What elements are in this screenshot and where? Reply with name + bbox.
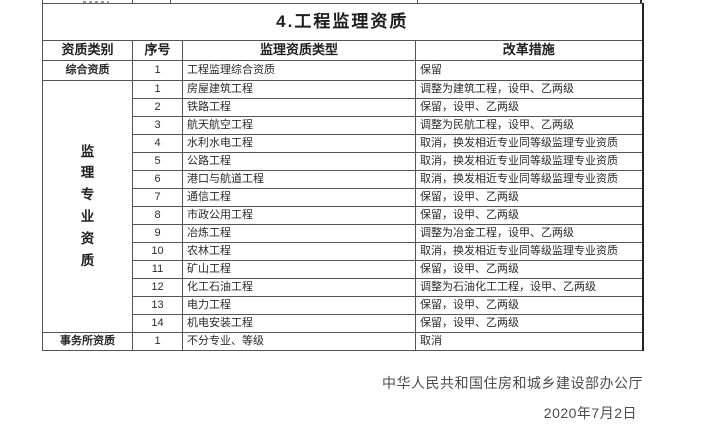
seq-cell: 1 (132, 80, 183, 99)
seq-cell: 11 (132, 260, 183, 279)
type-cell: 房屋建筑工程 (182, 80, 416, 99)
seq-cell: 5 (132, 152, 183, 171)
col-header-seq: 序号 (132, 40, 183, 61)
measure-cell: 保留，设甲、乙两级 (415, 296, 643, 315)
table-row: 4.工程监理资质 (42, 3, 643, 41)
remnant-border-left (42, 0, 43, 4)
table-row: 11 矿山工程 保留，设甲、乙两级 (43, 260, 643, 279)
category-char: 监 (80, 143, 95, 159)
category-firm: 事务所资质 (42, 332, 133, 351)
seq-cell: 7 (132, 188, 183, 207)
table-row: 9 冶炼工程 调整为冶金工程，设甲、乙两级 (43, 224, 643, 243)
type-cell: 航天航空工程 (182, 116, 416, 135)
measure-cell: 保留，设甲、乙两级 (415, 188, 643, 207)
measure-cell: 调整为建筑工程，设甲、乙两级 (415, 80, 643, 99)
type-cell: 港口与航道工程 (182, 170, 416, 189)
table-row: 14 机电安装工程 保留，设甲、乙两级 (43, 314, 643, 333)
issue-date: 2020年7月2日 (543, 405, 637, 421)
table-header-row: 资质类别 序号 监理资质类型 改革措施 (42, 40, 643, 61)
category-char: 业 (80, 208, 95, 224)
type-cell: 农林工程 (182, 242, 416, 261)
category-char: 专 (80, 187, 95, 203)
type-cell: 机电安装工程 (182, 314, 416, 333)
vertical-category-label: 监 理 专 业 资 质 (47, 143, 128, 269)
seq-cell: 12 (132, 278, 183, 297)
category-char: 理 (80, 165, 95, 181)
remnant-border-col2 (170, 0, 171, 4)
seq-cell: 2 (132, 98, 183, 117)
table-row: 3 航天航空工程 调整为民航工程，设甲、乙两级 (43, 116, 643, 135)
table-row: 监 理 专 业 资 质 1 房屋建筑工程 调整为建筑工程，设甲、乙两级 (42, 80, 643, 333)
seq-cell: 9 (132, 224, 183, 243)
table-row: 5 公路工程 取消，换发相近专业同等级监理专业资质 (43, 152, 643, 171)
type-cell: 冶炼工程 (182, 224, 416, 243)
table-row: 7 通信工程 保留，设甲、乙两级 (43, 188, 643, 207)
type-cell: 电力工程 (182, 296, 416, 315)
measure-cell: 保留，设甲、乙两级 (415, 260, 643, 279)
seq-cell: 8 (132, 206, 183, 225)
seq-cell: 13 (132, 296, 183, 315)
measure-cell: 保留 (415, 60, 643, 81)
type-cell: 化工石油工程 (182, 278, 416, 297)
table-row: 6 港口与航道工程 取消，换发相近专业同等级监理专业资质 (43, 170, 643, 189)
measure-cell: 调整为民航工程，设甲、乙两级 (415, 116, 643, 135)
category-char: 资 (80, 230, 95, 246)
table-row: 8 市政公用工程 保留，设甲、乙两级 (43, 206, 643, 225)
seq-cell: 14 (132, 314, 183, 333)
seq-cell: 1 (132, 60, 183, 81)
table-row: 2 铁路工程 保留，设甲、乙两级 (43, 98, 643, 117)
issuer-signature: 中华人民共和国住房和城乡建设部办公厅 (382, 375, 643, 391)
type-cell: 通信工程 (182, 188, 416, 207)
col-header-type: 监理资质类型 (182, 40, 416, 61)
measure-cell: 取消，换发相近专业同等级监理专业资质 (415, 170, 643, 189)
table-row: 10 农林工程 取消，换发相近专业同等级监理专业资质 (43, 242, 643, 261)
measure-cell: 取消 (415, 332, 643, 351)
col-header-category: 资质类别 (42, 40, 133, 61)
type-cell: 工程监理综合资质 (182, 60, 416, 81)
seq-cell: 1 (132, 332, 183, 351)
type-cell: 水利水电工程 (182, 134, 416, 153)
type-cell: 公路工程 (182, 152, 416, 171)
table-row: 事务所资质 1 不分专业、等级 取消 (42, 332, 643, 351)
category-char: 质 (80, 252, 95, 268)
measure-cell: 取消，换发相近专业同等级监理专业资质 (415, 242, 643, 261)
measure-cell: 调整为石油化工工程，设甲、乙两级 (415, 278, 643, 297)
measure-cell: 取消，换发相近专业同等级监理专业资质 (415, 152, 643, 171)
type-cell: 铁路工程 (182, 98, 416, 117)
table-row: 12 化工石油工程 调整为石油化工工程，设甲、乙两级 (43, 278, 643, 297)
seq-cell: 4 (132, 134, 183, 153)
type-cell: 矿山工程 (182, 260, 416, 279)
remnant-border-col3 (417, 0, 418, 4)
type-cell: 不分专业、等级 (182, 332, 416, 351)
measure-cell: 保留，设甲、乙两级 (415, 206, 643, 225)
seq-cell: 6 (132, 170, 183, 189)
measure-cell: 调整为冶金工程，设甲、乙两级 (415, 224, 643, 243)
measure-cell: 取消，换发相近专业同等级监理专业资质 (415, 134, 643, 153)
category-comprehensive: 综合资质 (42, 60, 133, 81)
remnant-border-right (640, 0, 642, 4)
remnant-text-fragment (83, 1, 109, 3)
table-row: 13 电力工程 保留，设甲、乙两级 (43, 296, 643, 315)
seq-cell: 3 (132, 116, 183, 135)
seq-cell: 10 (132, 242, 183, 261)
category-specialty-vertical: 监 理 专 业 资 质 (42, 80, 133, 333)
type-cell: 市政公用工程 (182, 206, 416, 225)
table-title: 4.工程监理资质 (42, 3, 643, 41)
measure-cell: 保留，设甲、乙两级 (415, 98, 643, 117)
table-row: 4 水利水电工程 取消，换发相近专业同等级监理专业资质 (43, 134, 643, 153)
table-row: 综合资质 1 工程监理综合资质 保留 (42, 60, 643, 81)
col-header-measure: 改革措施 (415, 40, 643, 61)
qualification-table: 4.工程监理资质 资质类别 序号 监理资质类型 改革措施 综合资质 1 工程监理… (42, 3, 644, 351)
remnant-border-col1 (132, 0, 133, 4)
measure-cell: 保留，设甲、乙两级 (415, 314, 643, 333)
